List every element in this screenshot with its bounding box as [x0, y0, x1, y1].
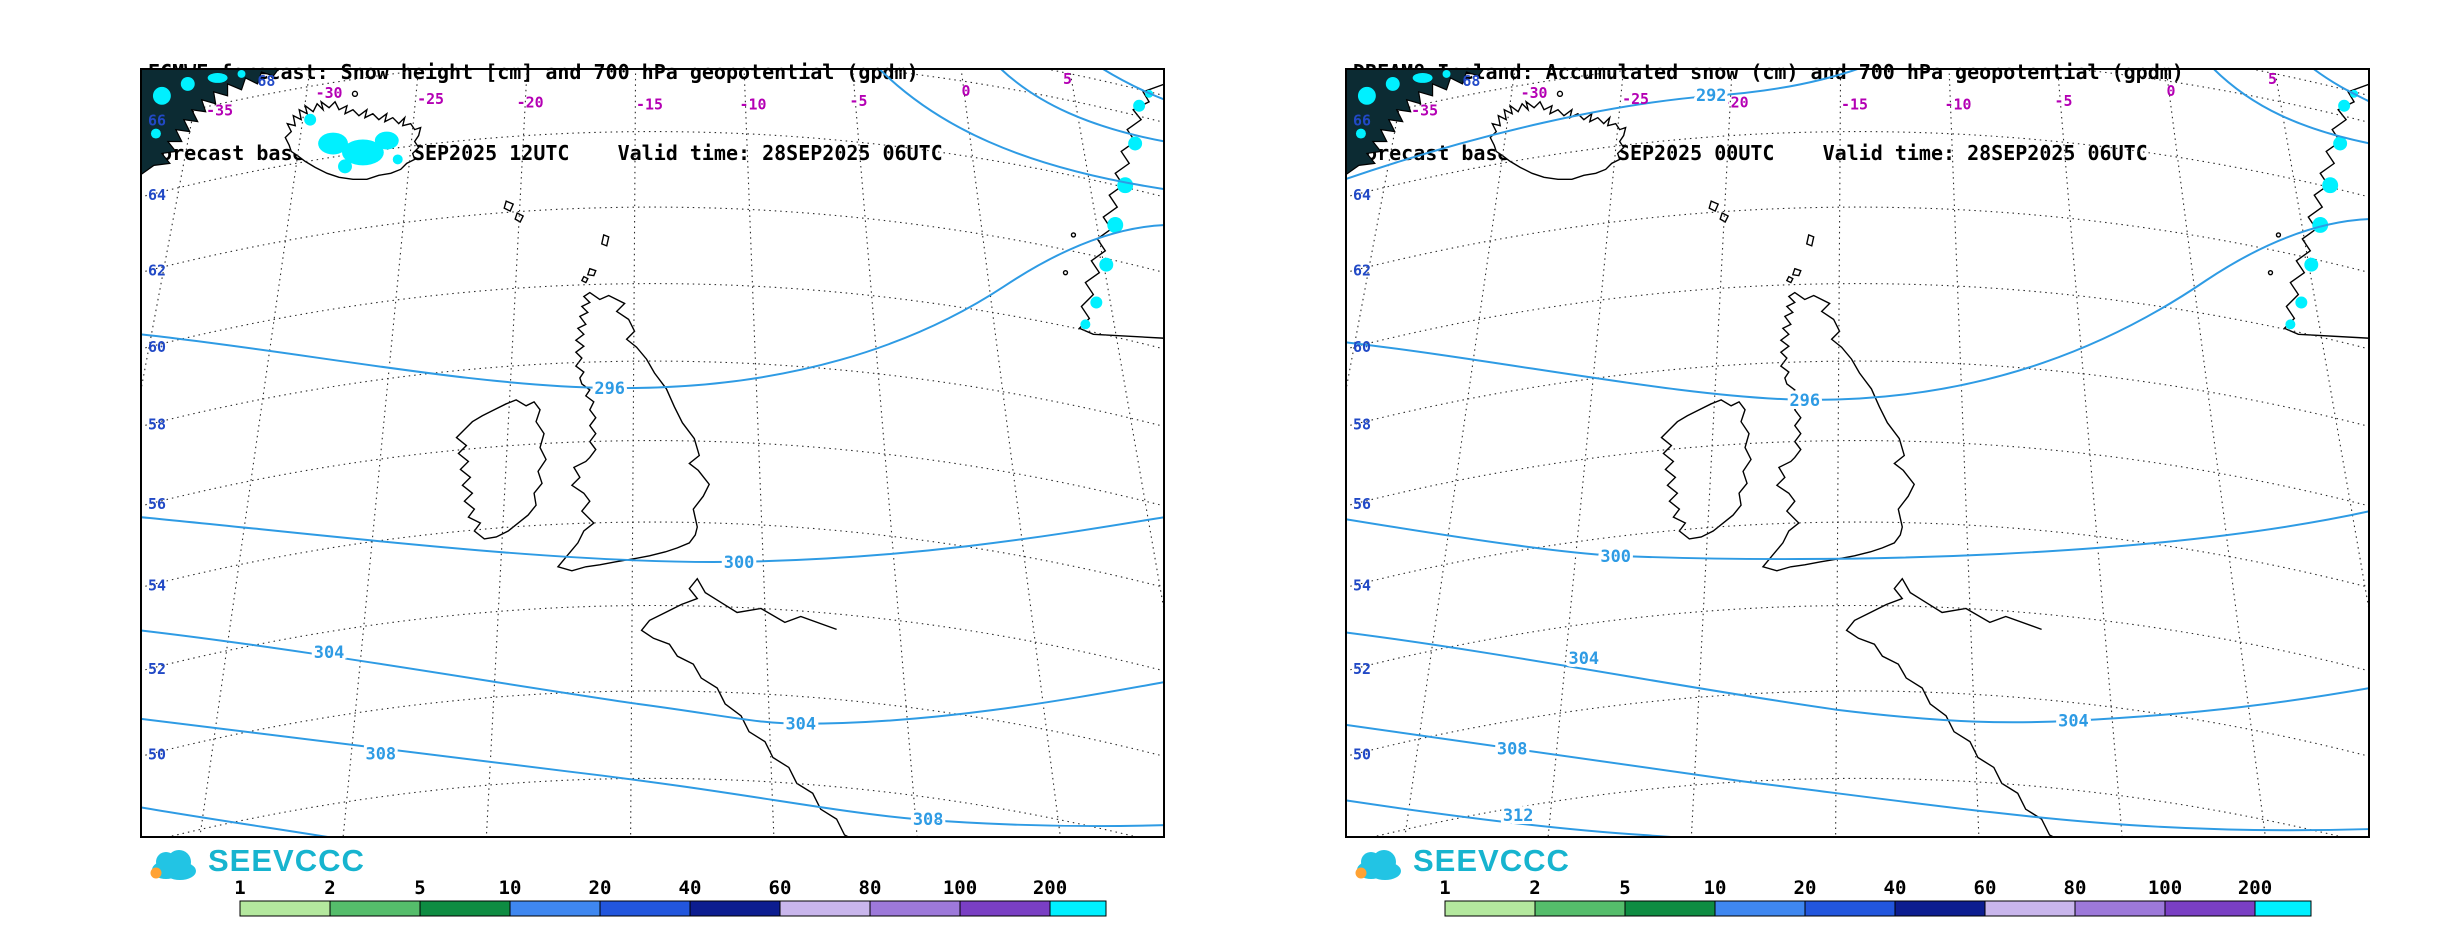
legend-segment	[329, 900, 421, 917]
legend-segment	[599, 900, 691, 917]
contour-label: 304	[2058, 711, 2089, 731]
legend-label: 40	[1884, 878, 1907, 899]
legend-label: 5	[1619, 878, 1630, 899]
legend-segment	[689, 900, 781, 917]
legend-label: 200	[1033, 878, 1067, 899]
coastlines-layer	[284, 83, 1165, 838]
legend-segment	[959, 900, 1051, 917]
panel-dream8: DREAM8−Iceland: Accumulated snow (cm) an…	[1205, 0, 2429, 925]
contour-topright-line	[2311, 68, 2370, 103]
legend-label: 80	[2064, 878, 2087, 899]
panel-ecmwf: ECMWF forecast: Snow height [cm] and 700…	[0, 0, 1224, 925]
contour-label: 308	[366, 744, 397, 764]
contour-topright-line	[2212, 68, 2370, 145]
contour-topright-line	[877, 68, 1165, 191]
contour-label: 308	[913, 809, 944, 829]
contour-300-line	[140, 516, 1165, 563]
legend-segment	[2254, 900, 2312, 917]
map-dream8: 292 296 300 304 304 308 312	[1345, 68, 2370, 838]
panel-title: DREAM8−Iceland: Accumulated snow (cm) an…	[1353, 60, 2184, 84]
seevccc-cloud-icon	[1355, 850, 1401, 880]
contour-label: 292	[1696, 85, 1727, 105]
seevccc-cloud-icon	[150, 850, 196, 880]
map-frame	[140, 68, 1165, 838]
contour-label: 304	[314, 642, 345, 662]
contour-304-line	[1345, 631, 2370, 724]
legend-segment	[1804, 900, 1896, 917]
legend-segment	[1624, 900, 1716, 917]
contour-label: 304	[1569, 648, 1600, 668]
legend-segment	[239, 900, 331, 917]
seevccc-logo: SEEVCCC	[146, 840, 365, 882]
contour-label: 300	[724, 552, 755, 572]
legend-label: 10	[499, 878, 522, 899]
legend-label: 20	[1794, 878, 1817, 899]
legend-segment	[1534, 900, 1626, 917]
contour-topright-line	[1100, 68, 1165, 101]
snow-scale-legend: 1 2 5 10 20 40 60 80 100 200	[234, 878, 1107, 917]
legend-segment	[1049, 900, 1107, 917]
snow-scale-legend: 1 2 5 10 20 40 60 80 100 200	[1439, 878, 2312, 917]
contour-label: 312	[1503, 805, 1534, 825]
legend-segment	[1444, 900, 1536, 917]
coastlines-layer	[1489, 83, 2370, 838]
map-ecmwf: 296 300 304 304 308 308	[140, 68, 1165, 838]
contour-labels: 292 296 300 304 304 308 312	[1494, 82, 2092, 828]
legend-label: 100	[943, 878, 977, 899]
contour-label: 300	[1600, 546, 1631, 566]
contour-292-line	[1345, 68, 1861, 181]
seevccc-logo-text: SEEVCCC	[1413, 843, 1570, 878]
legend-label: 20	[589, 878, 612, 899]
legend-segment	[1984, 900, 2076, 917]
legend-label: 1	[1439, 878, 1450, 899]
contour-label: 296	[1789, 390, 1820, 410]
legend-segment	[779, 900, 871, 917]
contour-label: 308	[1497, 739, 1528, 759]
legend-segment	[2074, 900, 2166, 917]
contour-label: 304	[786, 714, 817, 734]
contour-corner-line	[140, 806, 335, 838]
geopotential-contours	[1345, 68, 2370, 838]
seevccc-logo: SEEVCCC	[1351, 840, 1570, 882]
contour-312-line	[1345, 799, 1703, 838]
legend-label: 5	[414, 878, 425, 899]
legend-label: 40	[679, 878, 702, 899]
legend-segment	[1714, 900, 1806, 917]
contour-308-line	[1345, 723, 2370, 832]
seevccc-logo-text: SEEVCCC	[208, 843, 365, 878]
legend-segment	[869, 900, 961, 917]
legend-label: 200	[2238, 878, 2272, 899]
contour-label: 296	[594, 378, 625, 398]
legend-label: 100	[2148, 878, 2182, 899]
legend-segment	[509, 900, 601, 917]
legend-label: 60	[769, 878, 792, 899]
geopotential-contours	[140, 68, 1165, 838]
legend-segment	[1894, 900, 1986, 917]
contour-304-line	[140, 629, 1165, 725]
legend-label: 1	[234, 878, 245, 899]
contour-308-line	[140, 717, 1165, 827]
legend-label: 2	[324, 878, 335, 899]
contour-296-line	[1345, 218, 2370, 401]
panel-title: ECMWF forecast: Snow height [cm] and 700…	[148, 60, 919, 84]
legend-segment	[419, 900, 511, 917]
legend-label: 10	[1704, 878, 1727, 899]
legend-segment	[2164, 900, 2256, 917]
legend-label: 2	[1529, 878, 1540, 899]
contour-labels: 296 300 304 304 308 308	[311, 375, 947, 832]
contour-topright-line	[999, 68, 1165, 143]
legend-label: 80	[859, 878, 882, 899]
panel-title-block: DREAM8−Iceland: Accumulated snow (cm) an…	[1353, 5, 2184, 221]
legend-label: 60	[1974, 878, 1997, 899]
contour-300-line	[1345, 510, 2370, 561]
contour-296-line	[140, 223, 1165, 390]
map-frame	[1345, 68, 2370, 838]
